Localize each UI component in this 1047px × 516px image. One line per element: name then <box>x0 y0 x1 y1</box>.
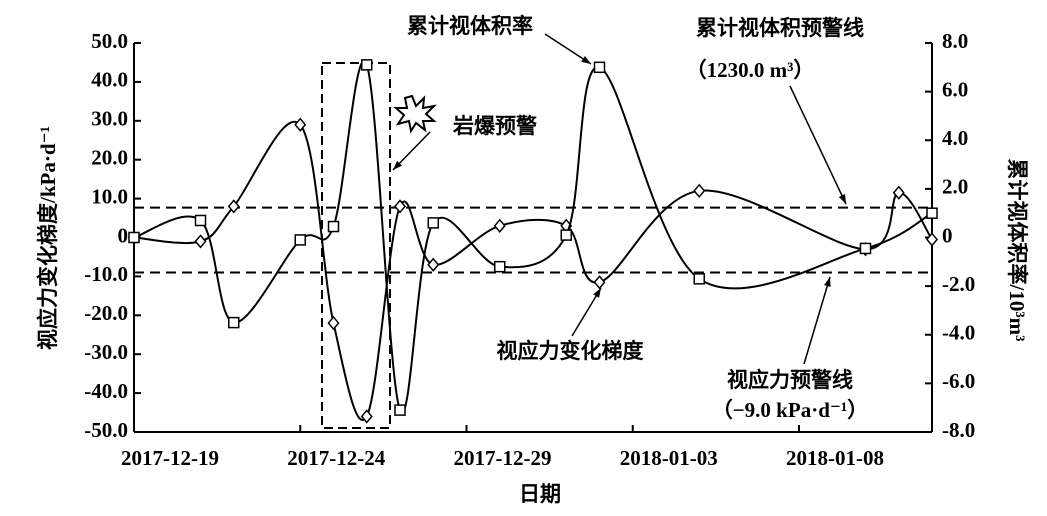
diamond-marker <box>892 185 905 200</box>
y-tick-label: 40.0 <box>91 68 128 92</box>
diamond-marker <box>593 275 606 290</box>
arrow-head <box>393 160 403 170</box>
burst-icon <box>393 94 437 134</box>
square-marker <box>560 229 572 241</box>
diamond-marker <box>427 257 440 272</box>
warning-name: 累计视体积预警线 <box>696 16 864 40</box>
square-marker <box>494 260 506 273</box>
y2-tick-label: -6.0 <box>942 369 975 393</box>
y2-tick-label: -8.0 <box>942 418 975 442</box>
y2-tick-label: 8.0 <box>942 29 968 53</box>
y2-tick-label: -4.0 <box>942 321 975 345</box>
square-marker <box>294 234 306 246</box>
diamond-marker <box>394 199 406 214</box>
diamond-marker <box>493 218 506 234</box>
x-tick-label: 2018-01-03 <box>620 446 718 470</box>
arrow-head <box>824 277 831 287</box>
y-tick-label: -30.0 <box>84 340 128 364</box>
series-line <box>133 60 933 414</box>
diamond-marker <box>294 117 307 132</box>
warning-label: （−9.0 kPa·d⁻¹） <box>712 398 869 422</box>
square-marker <box>327 220 340 233</box>
y-axis-label: 视应力变化梯度/kPa·d⁻¹ <box>36 126 60 350</box>
square-marker <box>128 231 140 244</box>
diamond-marker <box>227 199 240 214</box>
diamond-marker <box>360 409 373 424</box>
y-tick-label: -10.0 <box>84 262 128 286</box>
y2-axis-label: 累计视体积率/10³m³ <box>1005 159 1029 342</box>
arrow-head <box>581 55 591 64</box>
y-tick-label: 50.0 <box>91 29 128 53</box>
x-tick-label: 2017-12-29 <box>454 446 552 470</box>
diamond-marker <box>926 232 938 247</box>
arrow-line <box>803 276 831 365</box>
arrow-head <box>838 194 846 204</box>
square-marker <box>228 316 240 329</box>
y-tick-label: 0 <box>118 223 129 247</box>
square-marker <box>194 214 207 227</box>
square-marker <box>859 242 872 255</box>
warning-name: 视应力预警线 <box>727 368 853 392</box>
y2-tick-label: -2.0 <box>942 272 975 296</box>
y2-tick-label: 0 <box>942 223 953 247</box>
highlight-box <box>321 62 391 429</box>
x-tick-label: 2018-01-08 <box>786 446 884 470</box>
y-tick-label: 10.0 <box>91 184 128 208</box>
square-marker <box>926 207 938 219</box>
y2-tick-label: 2.0 <box>942 175 968 199</box>
y2-tick-label: 4.0 <box>942 126 968 150</box>
x-tick-label: 2017-12-24 <box>287 446 385 470</box>
series-label: 视应力变化梯度 <box>497 339 644 363</box>
arrow-line <box>789 85 847 205</box>
series-label: 累计视体积率 <box>407 14 533 38</box>
y-tick-label: 20.0 <box>91 146 128 170</box>
diamond-marker <box>194 234 207 249</box>
x-tick-label: 2017-12-19 <box>121 446 219 470</box>
x-axis-label: 日期 <box>519 482 561 506</box>
diamond-marker <box>693 183 706 198</box>
y-tick-label: -20.0 <box>84 301 128 325</box>
square-marker <box>427 217 439 229</box>
diamond-marker <box>327 315 340 331</box>
square-marker <box>693 273 705 285</box>
y-tick-label: -40.0 <box>84 379 128 403</box>
square-marker <box>394 404 406 416</box>
square-marker <box>593 61 606 74</box>
square-marker <box>361 59 373 71</box>
warning-label: （1230.0 m³） <box>686 58 815 82</box>
y-tick-label: -50.0 <box>84 418 128 442</box>
y2-tick-label: 6.0 <box>942 77 968 101</box>
y-tick-label: 30.0 <box>91 107 128 131</box>
arrow-head <box>593 288 601 298</box>
annotation: 岩爆预警 <box>452 114 537 138</box>
